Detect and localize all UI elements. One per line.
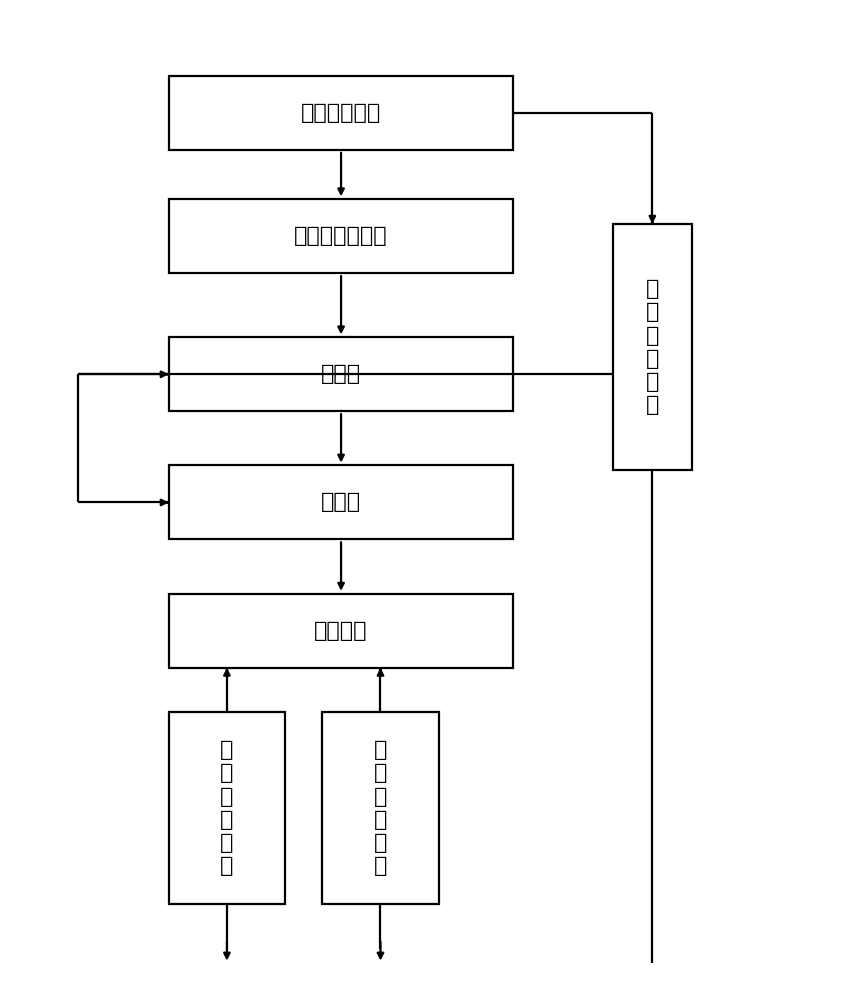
Bar — [169, 712, 285, 904]
Text: 变频器: 变频器 — [321, 364, 361, 384]
Bar — [169, 76, 513, 150]
Text: 设
备
润
滑
系
统: 设 备 润 滑 系 统 — [220, 740, 234, 876]
Text: 液
压
加
载
系
统: 液 压 加 载 系 统 — [374, 740, 387, 876]
Bar — [322, 712, 439, 904]
Text: 计算机监控系统: 计算机监控系统 — [295, 226, 388, 246]
Bar — [169, 199, 513, 273]
Text: 试验主体: 试验主体 — [314, 621, 368, 641]
Bar — [169, 465, 513, 539]
Bar — [169, 594, 513, 668]
Text: 数据采集系统: 数据采集系统 — [301, 103, 381, 123]
Bar — [169, 337, 513, 411]
Text: 电
气
控
制
系
统: 电 气 控 制 系 统 — [646, 279, 659, 415]
Bar — [613, 224, 692, 470]
Text: 电主轴: 电主轴 — [321, 492, 361, 512]
